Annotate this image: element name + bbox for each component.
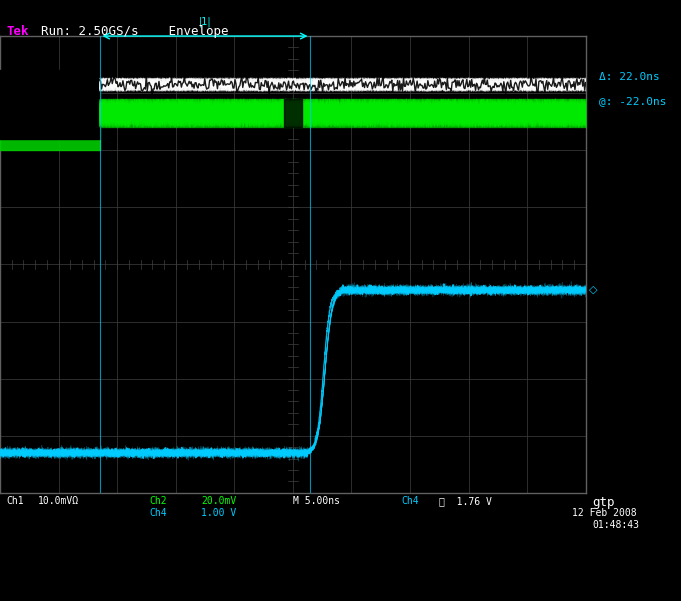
Text: 1.00 V: 1.00 V xyxy=(201,508,236,518)
Text: Ch4: Ch4 xyxy=(402,496,419,506)
Text: ⎯  1.76 V: ⎯ 1.76 V xyxy=(439,496,492,506)
Text: 20.0mV: 20.0mV xyxy=(201,496,236,506)
Text: |1|: |1| xyxy=(199,17,211,28)
Text: Tek: Tek xyxy=(7,25,29,38)
Text: Run: 2.50GS/s    Envelope: Run: 2.50GS/s Envelope xyxy=(41,25,228,38)
Text: M 5.00ns: M 5.00ns xyxy=(293,496,340,506)
Text: Input to Trigger minimum delay ~20ns (less calibration error): Input to Trigger minimum delay ~20ns (le… xyxy=(7,532,490,546)
Text: Ch4: Ch4 xyxy=(150,508,168,518)
Text: Ch4 = ATWD A Trigger: Ch4 = ATWD A Trigger xyxy=(7,578,180,592)
Text: Ch1: Ch1 xyxy=(7,496,25,506)
Text: Ch2: Ch2 xyxy=(150,496,168,506)
Text: Δ: 22.0ns: Δ: 22.0ns xyxy=(599,72,660,82)
Text: ◇: ◇ xyxy=(588,285,597,295)
Text: @: -22.0ns: @: -22.0ns xyxy=(599,96,667,106)
Text: 12 Feb 2008: 12 Feb 2008 xyxy=(572,508,637,518)
Text: 10.0mVΩ: 10.0mVΩ xyxy=(37,496,78,506)
Text: 01:48:43: 01:48:43 xyxy=(592,520,639,530)
Text: Ch1 = input: Ch1 = input xyxy=(7,556,99,570)
Text: gtp: gtp xyxy=(592,496,615,509)
